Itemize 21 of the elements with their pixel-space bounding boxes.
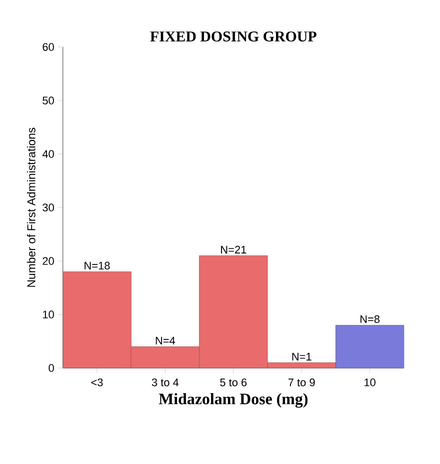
x-tick-label: 3 to 4 (152, 378, 179, 386)
y-tick-label: 20 (42, 257, 54, 265)
x-tick-label: 5 to 6 (220, 378, 247, 386)
data-label: N=1 (292, 352, 312, 360)
x-tick-label: 7 to 9 (288, 378, 315, 386)
y-tick-label: 30 (42, 204, 54, 212)
data-label: N=4 (156, 336, 176, 344)
x-tick-label: <3 (91, 378, 103, 386)
data-label: N=18 (84, 262, 110, 270)
y-tick-label: 40 (42, 150, 54, 158)
x-axis-title: Midazolam Dose (mg) (158, 393, 308, 408)
y-tick-label: 10 (43, 310, 54, 318)
bar (336, 325, 404, 368)
y-tick-label: 50 (42, 96, 54, 104)
x-tick-label: 10 (364, 378, 376, 386)
data-label: N=8 (360, 315, 380, 323)
chart-title: FIXED DOSING GROUP (150, 31, 316, 42)
y-axis-title: Number of First Administrations (26, 128, 36, 287)
y-tick-label: 0 (48, 364, 54, 372)
y-tick-label: 60 (42, 43, 54, 51)
data-label: N=21 (221, 246, 246, 254)
